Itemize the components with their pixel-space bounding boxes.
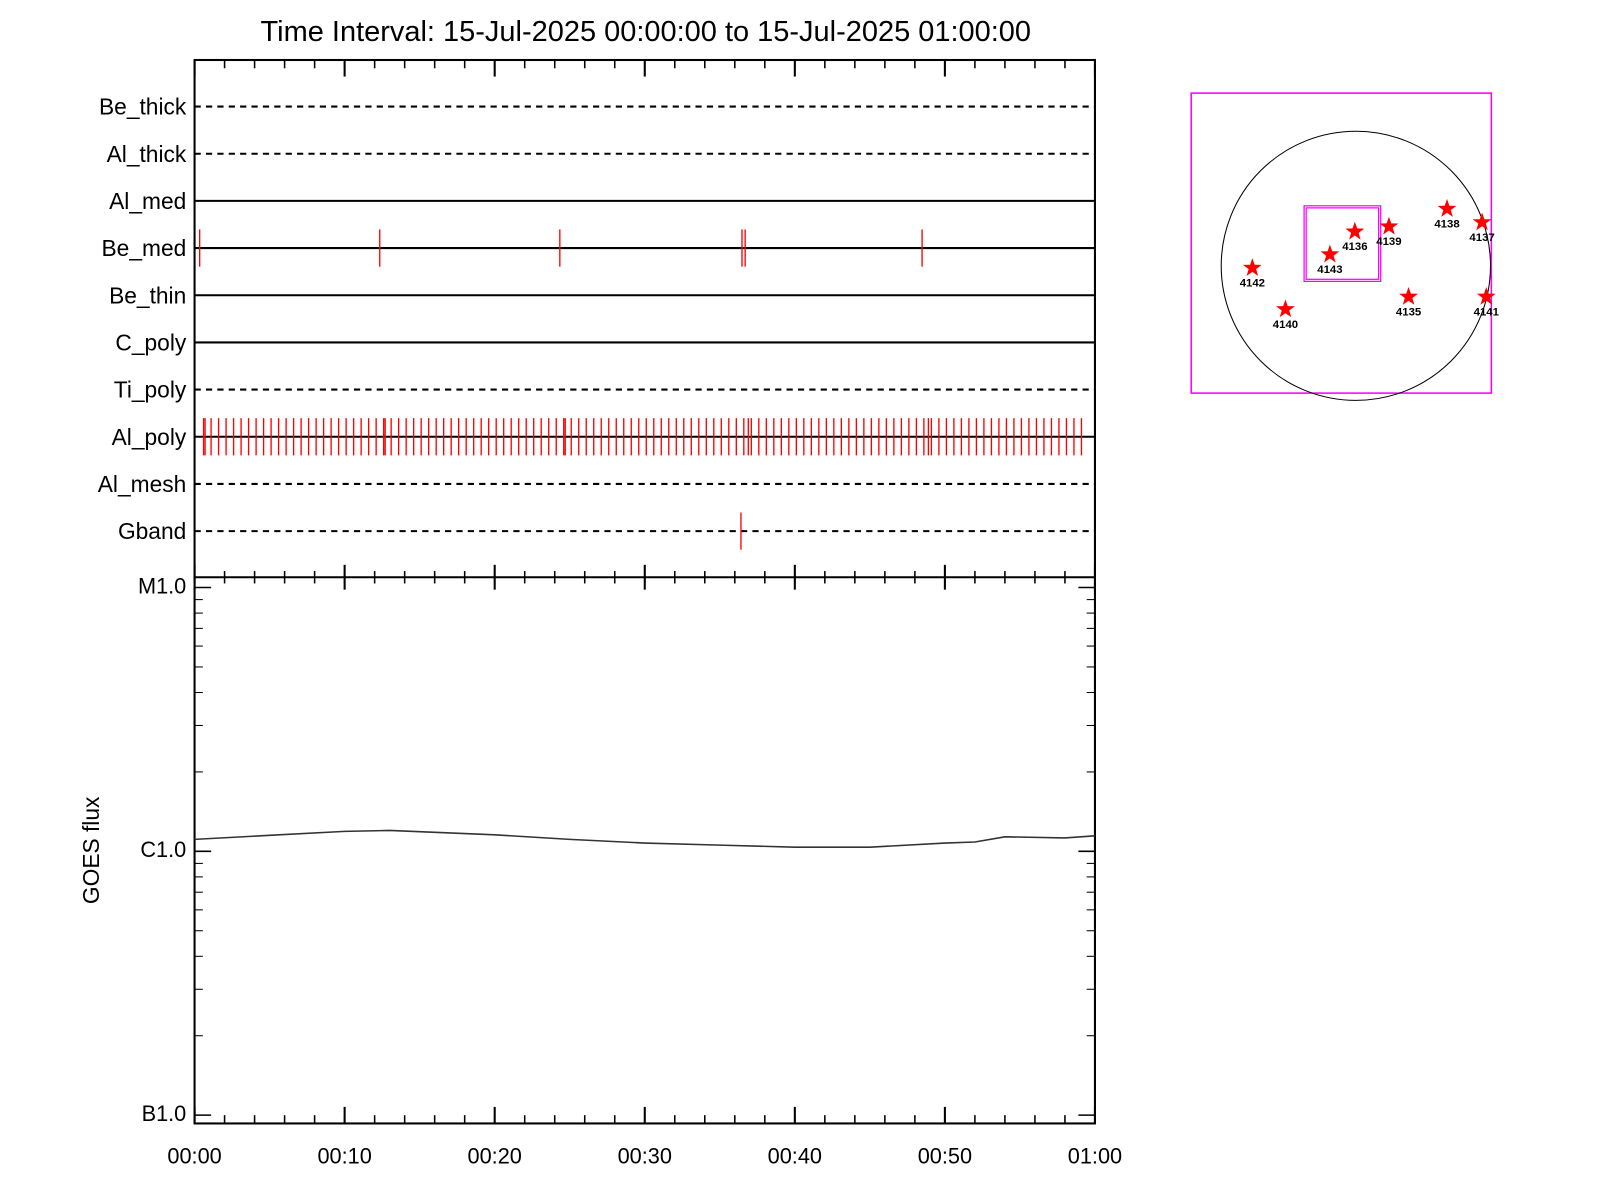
region-label: 4141: [1474, 306, 1500, 318]
x-tick-label: 00:30: [618, 1143, 672, 1168]
x-tick-label: 00:40: [768, 1143, 822, 1168]
region-star: [1242, 258, 1262, 276]
row-label: C_poly: [115, 330, 186, 356]
chart-title: Time Interval: 15-Jul-2025 00:00:00 to 1…: [261, 16, 1031, 48]
map-frame: [1190, 92, 1493, 394]
row-label: Al_mesh: [98, 471, 187, 497]
row-label: Gband: [118, 518, 186, 544]
region-star: [1399, 286, 1418, 305]
row-label: Al_poly: [112, 424, 187, 450]
x-tick-label: 00:00: [167, 1143, 221, 1168]
region-label: 4140: [1273, 319, 1298, 331]
row-label: Be_thick: [99, 94, 187, 120]
y-tick-label: B1.0: [142, 1101, 187, 1126]
x-tick-label: 00:50: [918, 1143, 972, 1168]
region-star: [1472, 212, 1492, 231]
goes-curve: [194, 829, 1096, 848]
x-tick-label: 01:00: [1068, 1143, 1122, 1168]
region-star: [1276, 299, 1295, 318]
solar-disk: [1220, 130, 1492, 401]
fov-box: [1305, 207, 1380, 280]
row-label: Be_thin: [109, 282, 186, 308]
region-label: 4139: [1376, 236, 1401, 248]
region-star: [1345, 221, 1365, 240]
region-label: 4137: [1469, 232, 1494, 244]
row-label: Al_thick: [107, 141, 187, 167]
region-star: [1320, 244, 1340, 263]
y-tick-label: M1.0: [138, 573, 186, 598]
region-star: [1476, 286, 1496, 305]
x-tick-label: 00:10: [317, 1143, 371, 1168]
fov-box: [1303, 205, 1382, 282]
region-star: [1437, 199, 1457, 217]
y-tick-label: C1.0: [140, 837, 186, 862]
region-label: 4135: [1396, 306, 1422, 318]
plot-frame: [193, 58, 1096, 1125]
region-label: 4143: [1317, 264, 1342, 276]
row-label: Ti_poly: [114, 377, 187, 403]
row-label: Al_med: [109, 188, 186, 214]
x-tick-label: 00:20: [468, 1143, 522, 1168]
row-label: Be_med: [102, 235, 187, 261]
region-label: 4136: [1342, 241, 1367, 253]
region-star: [1379, 216, 1399, 235]
region-label: 4138: [1434, 218, 1459, 230]
region-label: 4142: [1240, 277, 1265, 289]
y-axis-label: GOES flux: [78, 796, 104, 904]
